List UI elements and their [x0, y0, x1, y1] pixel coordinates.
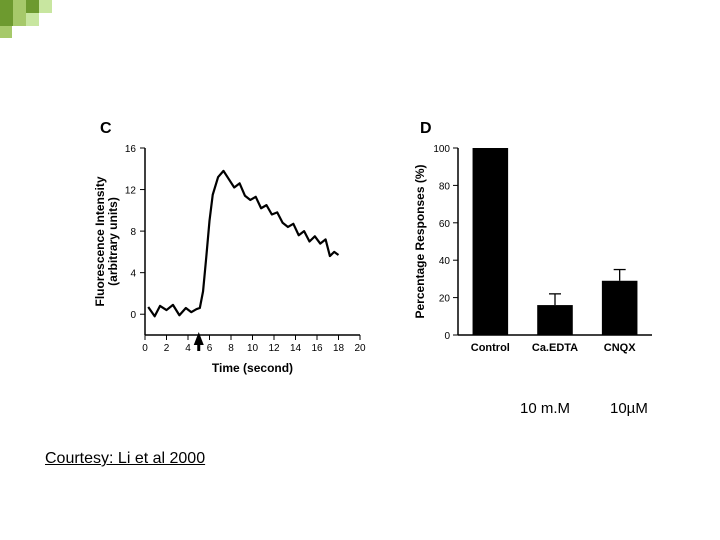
svg-text:Percentage Responses (%): Percentage Responses (%): [413, 164, 427, 318]
svg-text:2: 2: [164, 343, 170, 354]
svg-text:20: 20: [439, 294, 451, 305]
panel-c-label: C: [100, 120, 112, 138]
percentage-bar-chart: 0 20 40 60 80 100 Control Ca.EDTA CNQX Percentage…: [410, 138, 660, 380]
svg-text:16: 16: [125, 144, 137, 155]
svg-text:6: 6: [207, 343, 213, 354]
svg-text:0: 0: [444, 331, 450, 342]
svg-text:Ca.EDTA: Ca.EDTA: [532, 342, 578, 354]
svg-text:0: 0: [130, 310, 136, 321]
svg-text:12: 12: [268, 343, 280, 354]
svg-text:100: 100: [433, 144, 450, 155]
svg-text:8: 8: [228, 343, 234, 354]
svg-text:CNQX: CNQX: [604, 342, 636, 354]
panel-d: D 0 20 40 60 80 100 Control Ca.EDTA CNQX Percenta…: [410, 120, 660, 380]
svg-text:14: 14: [290, 343, 302, 354]
corner-decoration: [0, 0, 60, 40]
svg-text:Control: Control: [471, 342, 510, 354]
svg-text:Fluorescence Intensity: Fluorescence Intensity: [93, 176, 107, 306]
fluorescence-line-chart: 0 2 4 6 8 10 12 14 16 18 20 0 4 8 12 16 Time (second) Flu…: [90, 138, 370, 380]
svg-text:0: 0: [142, 343, 148, 354]
caedta-conc-label: 10 m.M: [520, 400, 570, 417]
svg-text:4: 4: [185, 343, 191, 354]
svg-text:18: 18: [333, 343, 345, 354]
svg-text:16: 16: [311, 343, 323, 354]
svg-text:20: 20: [354, 343, 366, 354]
svg-text:40: 40: [439, 256, 451, 267]
panel-d-label: D: [420, 120, 432, 138]
panel-c: C 0 2 4 6 8 10 12 14 16 18 20 0 4 8 12 16 Time (second) F…: [90, 120, 370, 380]
svg-text:60: 60: [439, 219, 451, 230]
svg-text:4: 4: [130, 269, 136, 280]
svg-text:(arbitrary units): (arbitrary units): [106, 197, 120, 286]
svg-text:8: 8: [130, 227, 136, 238]
svg-text:10: 10: [247, 343, 259, 354]
courtesy-citation: Courtesy: Li et al 2000: [45, 450, 205, 468]
svg-text:12: 12: [125, 186, 137, 197]
svg-text:80: 80: [439, 181, 451, 192]
charts-container: C 0 2 4 6 8 10 12 14 16 18 20 0 4 8 12 16 Time (second) F…: [90, 120, 680, 380]
deco-svg: [0, 0, 60, 44]
cnqx-conc-label: 10µM: [610, 400, 648, 417]
svg-text:Time (second): Time (second): [212, 361, 293, 375]
